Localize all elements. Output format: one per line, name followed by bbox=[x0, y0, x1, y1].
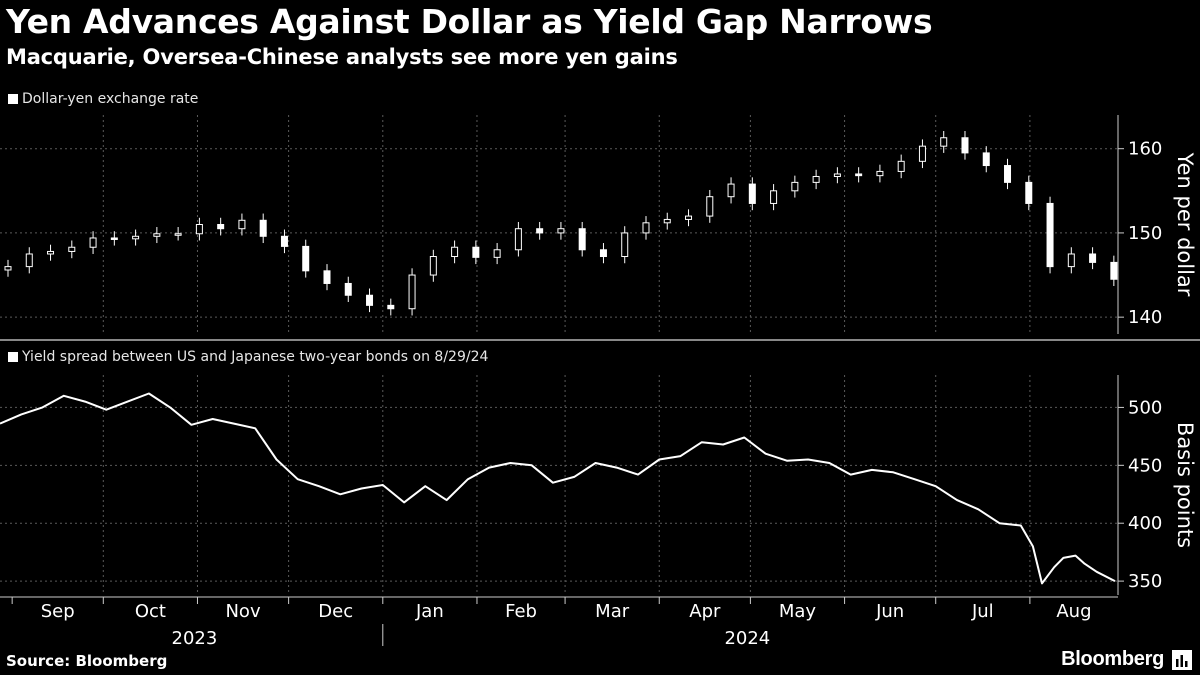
candle-body bbox=[280, 235, 288, 247]
candle-body bbox=[344, 282, 352, 296]
candle-body bbox=[961, 137, 969, 154]
candle-body bbox=[855, 173, 863, 177]
candle-body bbox=[1089, 253, 1097, 263]
candle-body bbox=[1110, 261, 1118, 280]
candle-body bbox=[1046, 202, 1054, 268]
brand-logo: Bloomberg bbox=[1061, 648, 1164, 670]
x-tick-label: Jul bbox=[971, 601, 994, 622]
candle-body bbox=[408, 274, 416, 310]
candle-body bbox=[514, 228, 522, 251]
y-tick-label: 140 bbox=[1128, 307, 1162, 328]
candle-body bbox=[833, 173, 841, 177]
candle-body bbox=[557, 228, 565, 234]
candle-body bbox=[153, 233, 161, 237]
candle-body bbox=[4, 266, 12, 271]
candle-body bbox=[217, 224, 225, 230]
x-tick-label: Dec bbox=[318, 601, 353, 622]
candle-body bbox=[89, 237, 97, 248]
x-tick-label: Jun bbox=[875, 601, 904, 622]
candle-body bbox=[259, 219, 267, 237]
y-axis-title: Basis points bbox=[1173, 422, 1197, 548]
y-tick-label: 350 bbox=[1128, 571, 1162, 592]
legend-label-spread: Yield spread between US and Japanese two… bbox=[22, 349, 489, 365]
candle-body bbox=[812, 175, 820, 183]
candle-body bbox=[429, 256, 437, 276]
legend-fx: Dollar-yen exchange rate bbox=[8, 91, 198, 107]
candle-body bbox=[472, 246, 480, 258]
candle-body bbox=[366, 294, 374, 306]
legend-swatch-fx bbox=[8, 94, 18, 104]
x-tick-label: Sep bbox=[41, 601, 75, 622]
x-tick-label: Aug bbox=[1056, 601, 1091, 622]
candle-body bbox=[302, 245, 310, 272]
y-tick-label: 150 bbox=[1128, 223, 1162, 244]
candle-body bbox=[1067, 253, 1075, 268]
year-label-2024: 2024 bbox=[724, 628, 770, 649]
legend-label-fx: Dollar-yen exchange rate bbox=[22, 91, 199, 107]
candle-body bbox=[387, 304, 395, 310]
candle-body bbox=[536, 228, 544, 234]
candle-body bbox=[727, 183, 735, 198]
y-tick-label: 400 bbox=[1128, 513, 1162, 534]
candle-body bbox=[578, 228, 586, 251]
candle-body bbox=[1025, 181, 1033, 204]
candle-body bbox=[940, 137, 948, 147]
x-tick-label: Oct bbox=[135, 601, 166, 622]
candle-body bbox=[982, 152, 990, 167]
candle-body bbox=[25, 253, 33, 268]
candle-body bbox=[876, 170, 884, 177]
bloomberg-chart-icon bbox=[1172, 650, 1192, 670]
candle-body bbox=[621, 232, 629, 258]
x-tick-label: Apr bbox=[689, 601, 721, 622]
candle-body bbox=[110, 237, 118, 240]
candle-body bbox=[685, 215, 693, 220]
candle-body bbox=[1004, 165, 1012, 183]
candle-body bbox=[174, 233, 182, 236]
candle-body bbox=[599, 249, 607, 258]
candle-body bbox=[493, 249, 501, 258]
candle-body bbox=[68, 246, 76, 252]
y-tick-label: 450 bbox=[1128, 455, 1162, 476]
candle-body bbox=[323, 270, 331, 284]
candle-body bbox=[642, 222, 650, 234]
chart-subtitle: Macquarie, Oversea-Chinese analysts see … bbox=[6, 45, 678, 69]
candle-body bbox=[451, 246, 459, 258]
candle-body bbox=[663, 218, 671, 224]
chart-title: Yen Advances Against Dollar as Yield Gap… bbox=[6, 2, 933, 41]
candle-body bbox=[791, 181, 799, 192]
y-axis-title: Yen per dollar bbox=[1173, 152, 1197, 297]
candle-body bbox=[897, 160, 905, 172]
year-label-2023: 2023 bbox=[172, 628, 218, 649]
yield-spread-line bbox=[0, 392, 1116, 585]
candle-body bbox=[238, 219, 246, 230]
candle-body bbox=[770, 190, 778, 204]
candle-body bbox=[132, 235, 140, 240]
candle-body bbox=[918, 145, 926, 162]
candle-body bbox=[195, 224, 203, 235]
x-tick-label: Mar bbox=[595, 601, 630, 622]
y-tick-label: 160 bbox=[1128, 139, 1162, 160]
x-tick-label: Nov bbox=[225, 601, 260, 622]
candle-body bbox=[47, 250, 55, 255]
x-tick-label: Jan bbox=[415, 601, 444, 622]
source-note: Source: Bloomberg bbox=[6, 652, 168, 670]
legend-swatch-spread bbox=[8, 352, 18, 362]
candle-body bbox=[748, 183, 756, 204]
candle-body bbox=[706, 196, 714, 217]
x-tick-label: May bbox=[779, 601, 817, 622]
x-tick-label: Feb bbox=[505, 601, 537, 622]
legend-spread: Yield spread between US and Japanese two… bbox=[8, 349, 488, 365]
y-tick-label: 500 bbox=[1128, 397, 1162, 418]
